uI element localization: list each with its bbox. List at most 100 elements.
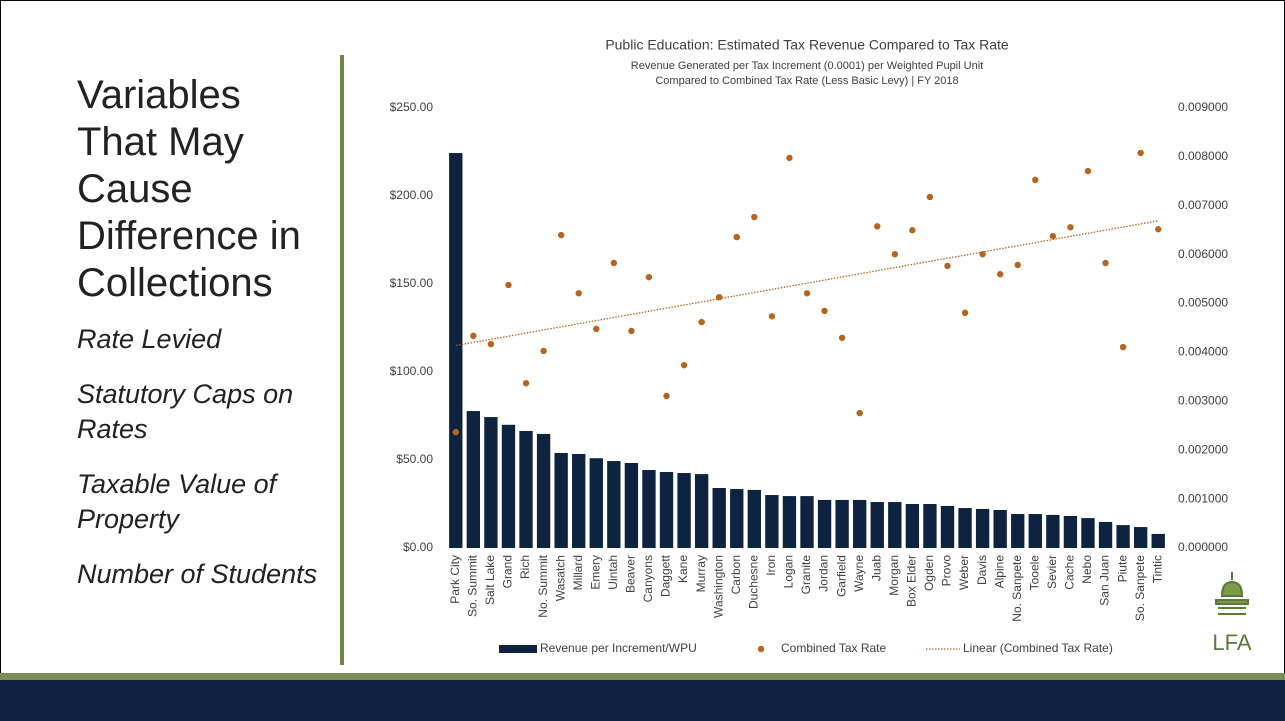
- scatter-point: [1102, 259, 1109, 267]
- bar: [1028, 514, 1042, 548]
- x-tick-label: Garfield: [834, 555, 848, 597]
- scatter-point: [470, 332, 477, 340]
- bar: [782, 496, 797, 548]
- x-tick-label: Juab: [869, 555, 883, 581]
- scatter-point: [926, 193, 934, 201]
- title-line: Variables: [77, 73, 241, 117]
- x-tick-label: Beaver: [624, 555, 638, 593]
- scatter-point: [996, 271, 1004, 278]
- bar: [923, 504, 937, 548]
- bar: [958, 508, 972, 548]
- bar: [484, 417, 498, 548]
- x-tick-label: Murray: [694, 555, 708, 592]
- title-line: Collections: [77, 261, 273, 305]
- bar: [835, 499, 849, 548]
- x-tick-label: Duchesne: [746, 555, 760, 609]
- title-line: Cause: [77, 167, 193, 211]
- scatter-point: [575, 290, 582, 297]
- scatter-point: [628, 327, 635, 335]
- logo-text: LFA: [1212, 630, 1251, 655]
- scatter-point: [680, 361, 688, 369]
- x-tick-label: Park City: [448, 555, 462, 604]
- x-tick-label: Sevier: [1045, 555, 1059, 589]
- legend-swatch: [499, 645, 537, 653]
- x-tick-label: So. Sanpete: [1133, 555, 1147, 621]
- y2-tick-label: 0.000000: [1178, 540, 1228, 554]
- y-tick-label: $0.00: [403, 540, 433, 554]
- slide-title: Variables That May Cause Difference in Colle…: [77, 72, 301, 307]
- bar: [642, 470, 656, 548]
- legend-swatch: [757, 645, 765, 653]
- y2-tick-label: 0.005000: [1178, 296, 1228, 310]
- chart-title: Public Education: Estimated Tax Revenue …: [605, 37, 1009, 53]
- scatter-point: [452, 428, 459, 436]
- scatter-point: [1155, 226, 1162, 233]
- x-tick-label: Nebo: [1080, 555, 1094, 584]
- scatter-point: [645, 273, 653, 281]
- x-tick-label: Wayne: [852, 555, 866, 592]
- scatter-point: [961, 309, 969, 317]
- scatter-point: [803, 290, 811, 297]
- bar: [993, 509, 1007, 548]
- x-tick-label: Emery: [588, 555, 602, 590]
- bar: [536, 433, 551, 548]
- bar: [765, 495, 779, 548]
- y-tick-label: $200.00: [390, 188, 434, 202]
- bar: [1011, 514, 1025, 548]
- bar: [853, 499, 867, 548]
- x-tick-label: Cache: [1063, 555, 1077, 590]
- bar: [870, 502, 884, 548]
- y-tick-label: $100.00: [390, 364, 434, 378]
- y2-tick-label: 0.007000: [1178, 198, 1228, 212]
- y2-tick-label: 0.002000: [1178, 442, 1228, 456]
- bar: [449, 153, 463, 548]
- scatter-point: [1137, 149, 1144, 157]
- bar: [677, 473, 691, 548]
- x-tick-label: Washington: [711, 555, 725, 618]
- x-tick-label: So. Summit: [466, 554, 480, 617]
- bar: [1098, 521, 1113, 548]
- bar: [589, 458, 603, 548]
- bar: [975, 508, 990, 548]
- y2-tick-label: 0.004000: [1178, 345, 1228, 359]
- x-tick-label: Carbon: [729, 555, 743, 594]
- x-tick-label: Morgan: [887, 555, 901, 596]
- bar: [607, 461, 621, 548]
- legend-label: Combined Tax Rate: [781, 641, 886, 655]
- bar: [572, 454, 586, 548]
- x-tick-label: No. Sanpete: [1010, 555, 1024, 622]
- scatter-point: [751, 213, 758, 221]
- x-tick-label: Granite: [799, 555, 813, 595]
- bar: [624, 462, 639, 548]
- bar: [1151, 533, 1165, 548]
- scatter-point: [557, 231, 565, 239]
- y2-tick-label: 0.006000: [1178, 247, 1228, 261]
- x-tick-label: Ogden: [922, 555, 936, 591]
- scatter-point: [715, 294, 723, 301]
- bar: [501, 424, 516, 548]
- scatter-point: [522, 380, 530, 387]
- scatter-point: [909, 227, 916, 234]
- bar: [817, 499, 832, 548]
- x-tick-label: Kane: [676, 555, 690, 583]
- scatter-point: [733, 233, 740, 241]
- footer-stripe: [0, 673, 1285, 680]
- bar: [730, 489, 744, 548]
- bar: [1133, 527, 1148, 548]
- scatter-point: [874, 223, 881, 230]
- bar: [466, 411, 481, 548]
- bar: [1081, 518, 1095, 548]
- scatter-point: [891, 250, 899, 258]
- x-tick-label: No. Summit: [536, 554, 550, 617]
- bar: [905, 504, 920, 548]
- scatter-point: [593, 325, 600, 333]
- x-tick-label: Grand: [501, 555, 515, 588]
- scatter-point: [487, 340, 495, 348]
- x-tick-label: Salt Lake: [483, 555, 497, 605]
- scatter-point: [1014, 261, 1021, 269]
- scatter-point: [505, 281, 512, 289]
- scatter-point: [768, 313, 776, 320]
- scatter-point: [663, 392, 670, 400]
- x-tick-label: Logan: [782, 555, 796, 588]
